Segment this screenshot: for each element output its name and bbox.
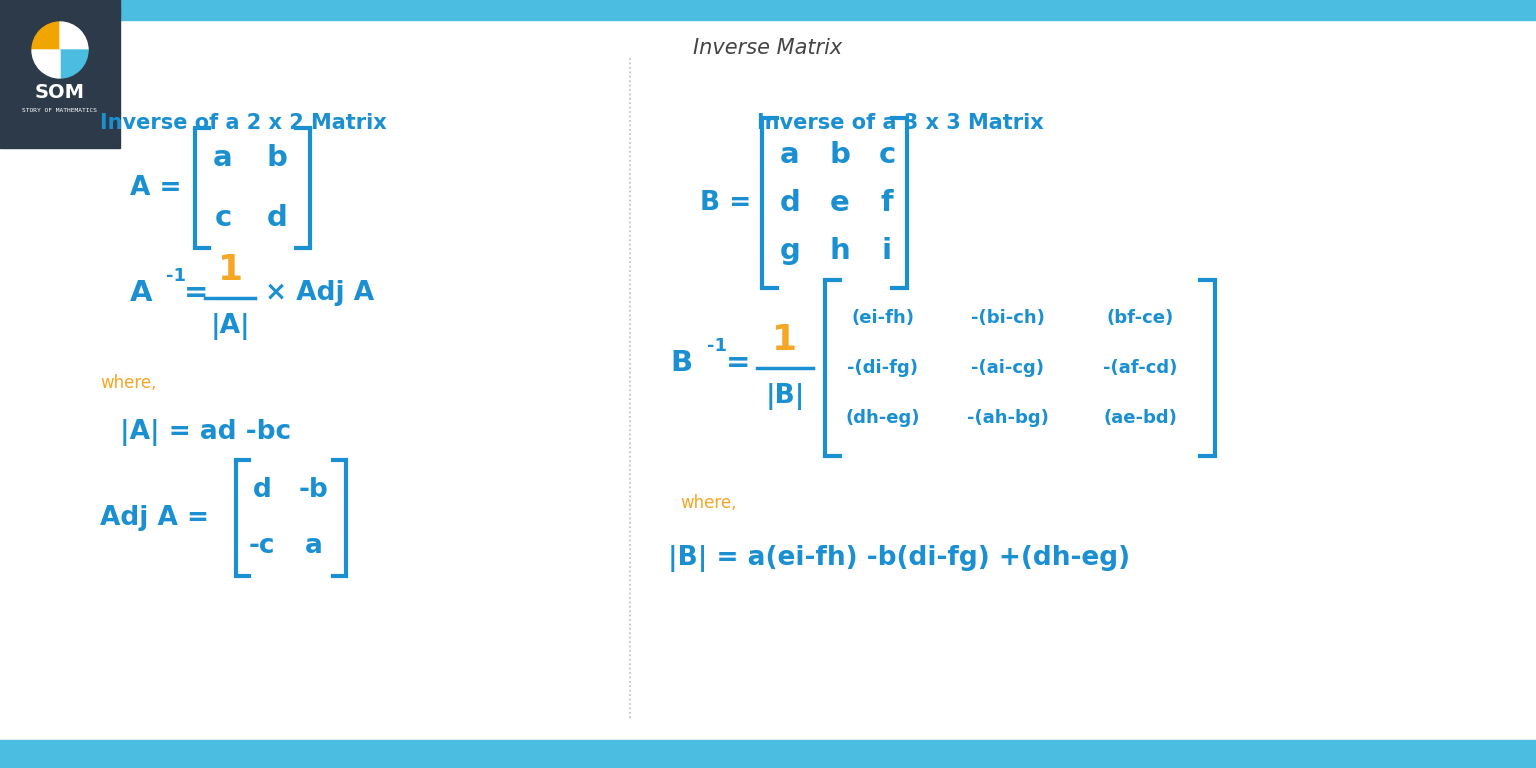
Text: d: d: [252, 477, 272, 503]
Text: (bf-ce): (bf-ce): [1106, 309, 1174, 327]
Text: B =: B =: [700, 190, 751, 216]
Text: SOM: SOM: [35, 82, 84, 101]
Text: g: g: [780, 237, 800, 265]
Text: a: a: [780, 141, 800, 169]
Text: b: b: [829, 141, 851, 169]
Text: STORY OF MATHEMATICS: STORY OF MATHEMATICS: [23, 108, 97, 114]
Text: f: f: [880, 189, 894, 217]
Text: b: b: [267, 144, 287, 172]
Text: c: c: [879, 141, 895, 169]
Text: 1: 1: [218, 253, 243, 287]
Text: |A|: |A|: [210, 313, 250, 339]
Bar: [0, 740, 1536, 768]
Text: 1: 1: [773, 323, 797, 357]
Text: Inverse Matrix: Inverse Matrix: [693, 38, 843, 58]
Text: (dh-eg): (dh-eg): [846, 409, 920, 427]
Text: A: A: [131, 279, 152, 307]
Text: -(di-fg): -(di-fg): [848, 359, 919, 377]
Text: =: =: [727, 349, 751, 377]
Text: d: d: [780, 189, 800, 217]
Text: where,: where,: [680, 494, 736, 512]
Text: |A| = ad -bc: |A| = ad -bc: [120, 419, 292, 446]
Text: -(bi-ch): -(bi-ch): [971, 309, 1044, 327]
Wedge shape: [60, 22, 88, 50]
Wedge shape: [32, 50, 60, 78]
Text: e: e: [829, 189, 849, 217]
Text: i: i: [882, 237, 892, 265]
Text: × Adj A: × Adj A: [266, 280, 375, 306]
Text: (ei-fh): (ei-fh): [851, 309, 914, 327]
Text: c: c: [215, 204, 232, 232]
Text: =: =: [184, 279, 209, 307]
Text: -(ah-bg): -(ah-bg): [968, 409, 1049, 427]
Text: Adj A =: Adj A =: [100, 505, 209, 531]
Text: -1: -1: [707, 337, 727, 355]
Text: |B| = a(ei-fh) -b(di-fg) +(dh-eg): |B| = a(ei-fh) -b(di-fg) +(dh-eg): [668, 545, 1130, 571]
Text: d: d: [267, 204, 287, 232]
Wedge shape: [60, 50, 88, 78]
Text: B: B: [670, 349, 693, 377]
Text: |B|: |B|: [765, 382, 805, 409]
Text: -(af-cd): -(af-cd): [1103, 359, 1177, 377]
Text: -(ai-cg): -(ai-cg): [971, 359, 1044, 377]
Text: Inverse of a 3 x 3 Matrix: Inverse of a 3 x 3 Matrix: [757, 113, 1043, 133]
Text: -c: -c: [249, 533, 275, 559]
Text: Inverse of a 2 x 2 Matrix: Inverse of a 2 x 2 Matrix: [100, 113, 387, 133]
Text: (ae-bd): (ae-bd): [1103, 409, 1177, 427]
Wedge shape: [32, 22, 60, 50]
Text: a: a: [306, 533, 323, 559]
Text: -b: -b: [300, 477, 329, 503]
Text: A =: A =: [131, 175, 181, 201]
Bar: [0, 0, 120, 148]
Text: a: a: [214, 144, 233, 172]
Text: where,: where,: [100, 374, 157, 392]
Bar: [0, 0, 1536, 20]
Text: -1: -1: [166, 267, 186, 285]
Text: h: h: [829, 237, 851, 265]
